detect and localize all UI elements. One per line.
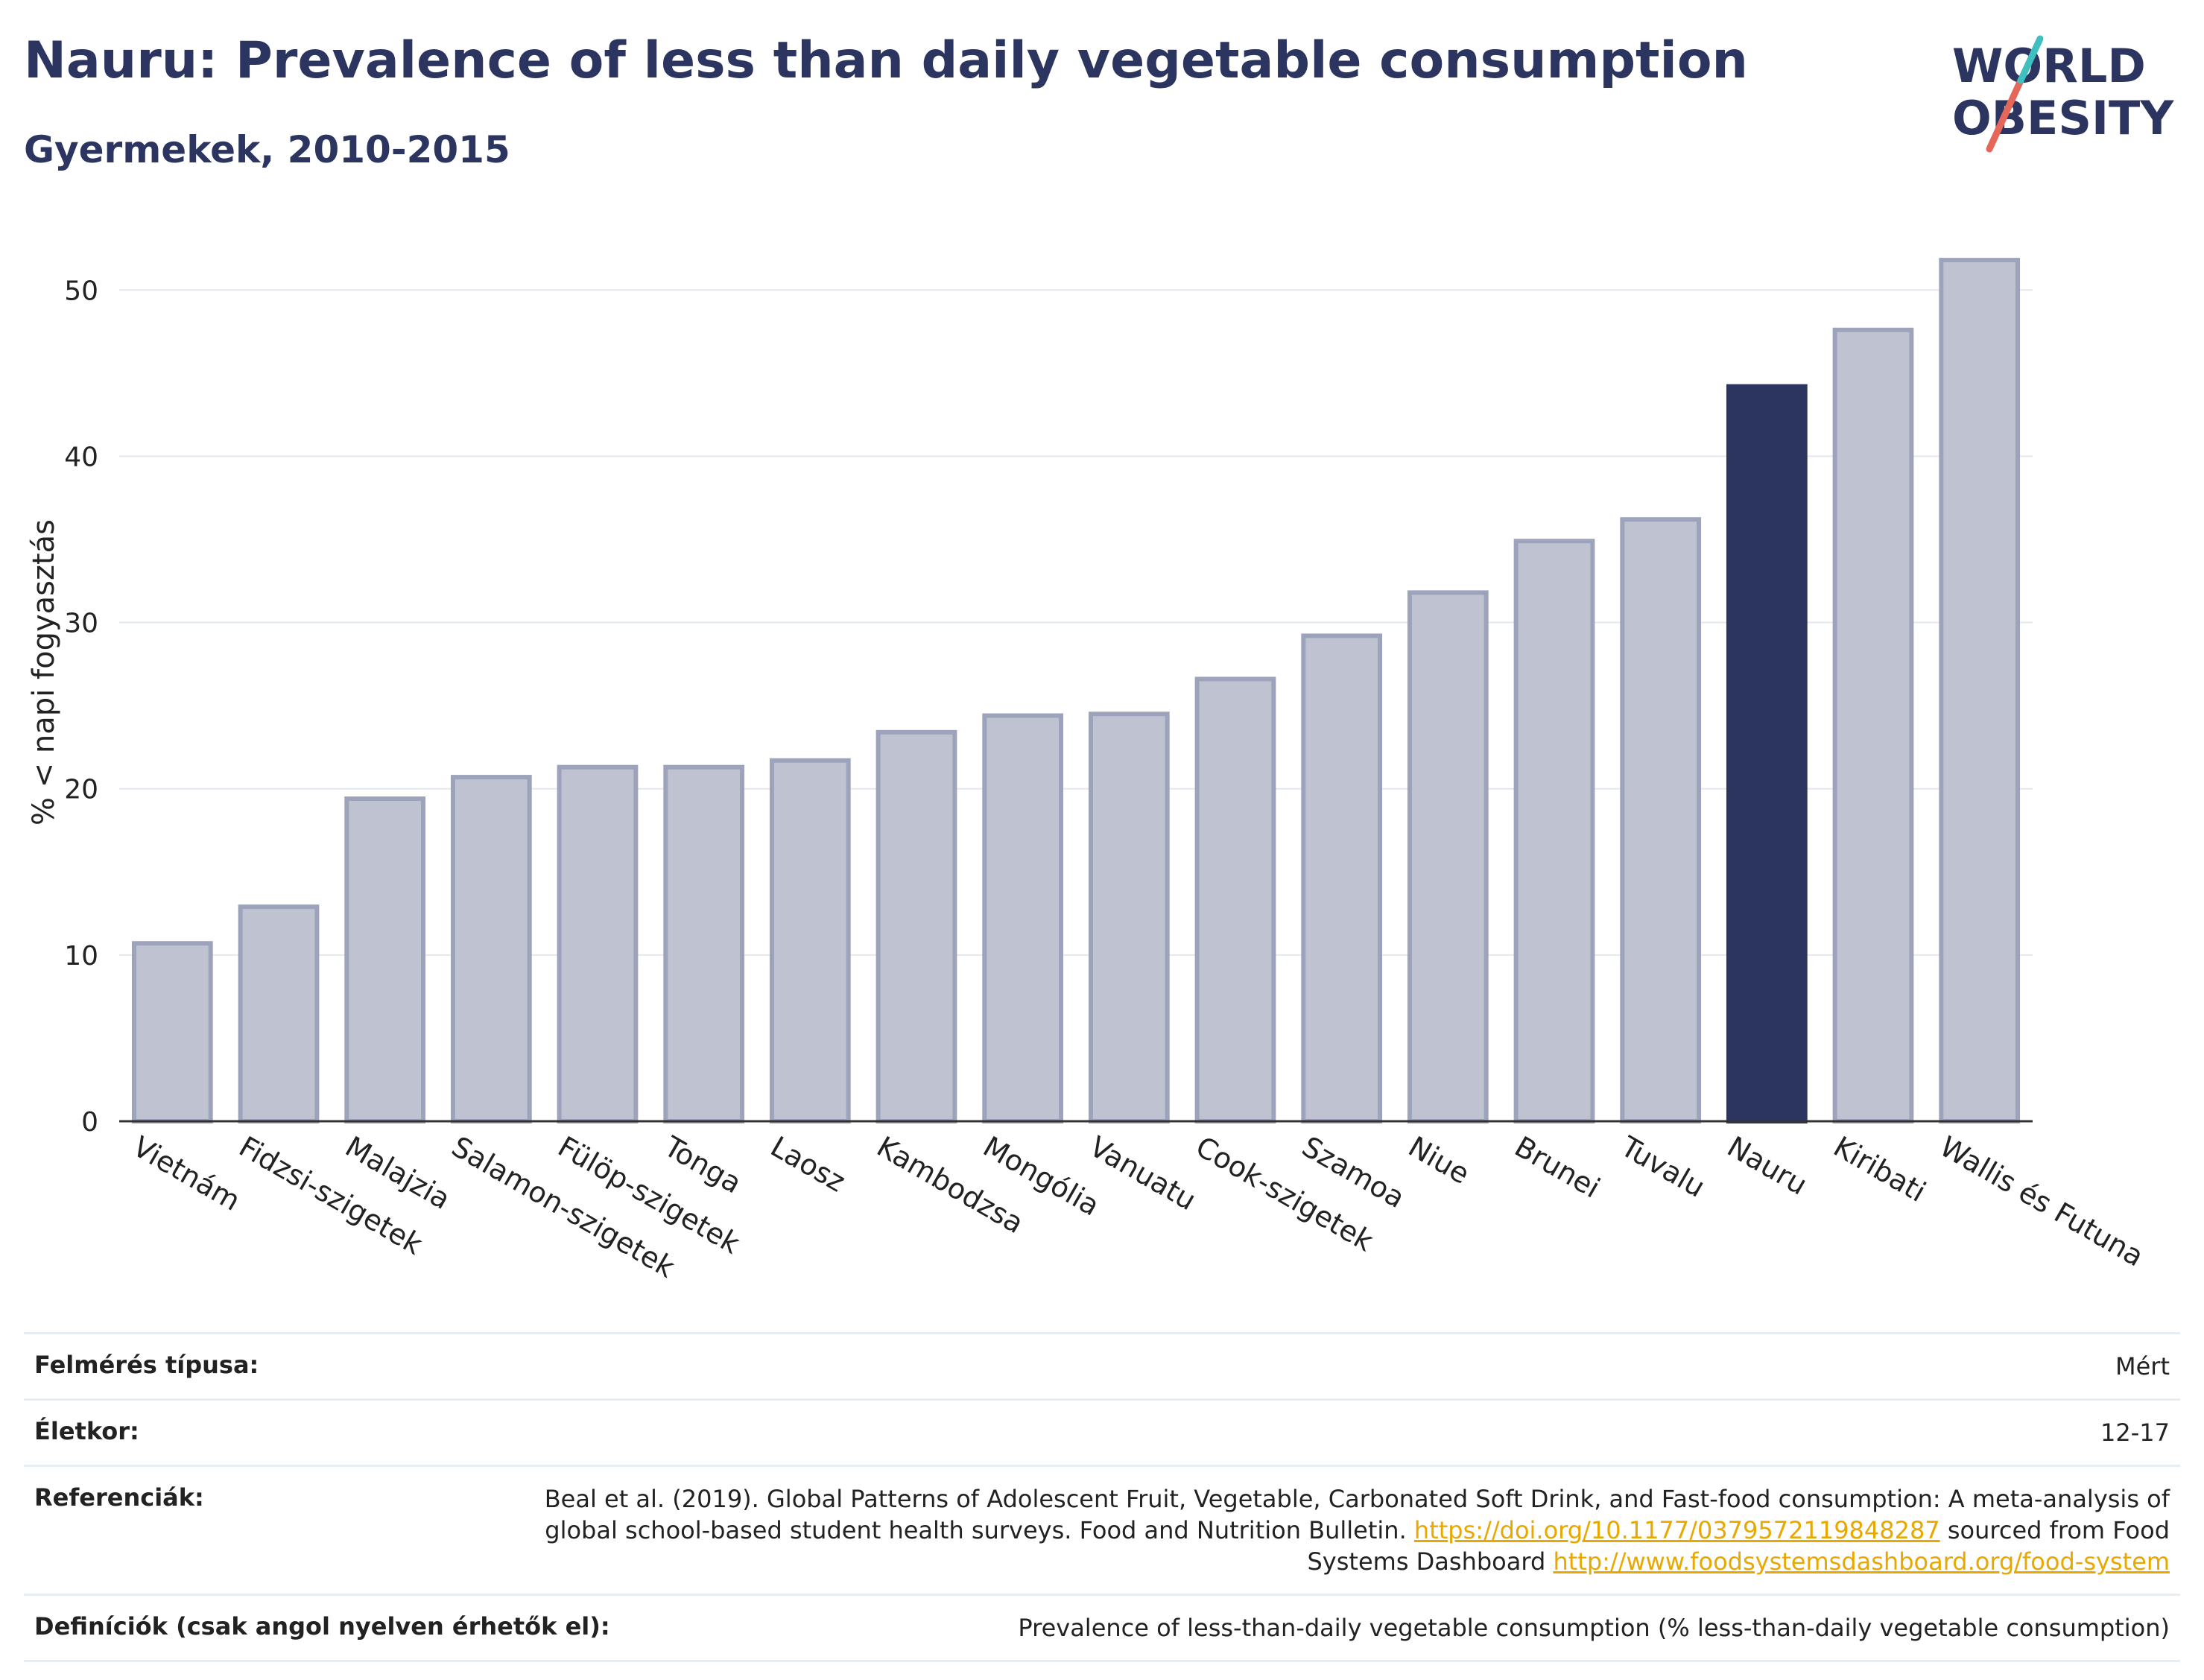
bar-chart: 0 10 20 30 40 50 VietnámFidzsi-szigetekMalajz… bbox=[27, 258, 2150, 1284]
metadata-table: Felmérés típusa: Mért Életkor: 12-17 Ref… bbox=[24, 1332, 2180, 1662]
meta-key: Referenciák: bbox=[34, 1483, 204, 1512]
y-tick-label: 40 bbox=[64, 442, 98, 472]
meta-value: Mért bbox=[2115, 1352, 2170, 1381]
x-tick-label: Laosz bbox=[765, 1130, 851, 1199]
bar-vietnám bbox=[131, 941, 213, 1124]
bar-kiribati bbox=[1832, 327, 1914, 1123]
bar-salamon-szigetek bbox=[450, 775, 532, 1123]
grid-lines bbox=[119, 289, 2033, 956]
meta-row-definitions: Definíciók (csak angol nyelven érhetők e… bbox=[24, 1594, 2180, 1662]
meta-row-survey-type: Felmérés típusa: Mért bbox=[24, 1332, 2180, 1398]
meta-value: 12-17 bbox=[2100, 1419, 2170, 1447]
reference-text: Beal et al. (2019). Global Patterns of A… bbox=[544, 1485, 2170, 1544]
page-subtitle: Gyermekek, 2010-2015 bbox=[24, 128, 510, 171]
y-tick-label: 10 bbox=[64, 941, 98, 971]
doi-link[interactable]: https://doi.org/10.1177/0379572119848287 bbox=[1413, 1516, 1940, 1544]
bar-szamoa bbox=[1301, 633, 1383, 1123]
bar-laosz bbox=[769, 758, 851, 1123]
meta-key: Életkor: bbox=[34, 1417, 139, 1445]
x-labels: VietnámFidzsi-szigetekMalajziaSalamon-sz… bbox=[127, 1129, 2150, 1284]
y-ticks: 0 10 20 30 40 50 bbox=[64, 276, 98, 1138]
x-tick-label: Cook-szigetek bbox=[1191, 1130, 1379, 1258]
reference-text-2: sourced from Food Systems Dashboard bbox=[1307, 1516, 2170, 1576]
meta-value: Prevalence of less-than-daily vegetable … bbox=[1018, 1614, 2170, 1642]
y-tick-label: 30 bbox=[64, 609, 98, 639]
logo-line1: WORLD bbox=[1952, 39, 2146, 93]
bar-nauru bbox=[1726, 384, 1808, 1123]
bar-kambodzsa bbox=[875, 729, 957, 1123]
bar-tuvalu bbox=[1620, 517, 1702, 1124]
bar-fülöp-szigetek bbox=[557, 764, 639, 1123]
bar-tonga bbox=[663, 764, 745, 1123]
x-tick-label: Vanuatu bbox=[1084, 1130, 1202, 1217]
x-tick-label: Vietnám bbox=[127, 1130, 246, 1217]
meta-row-age: Életkor: 12-17 bbox=[24, 1398, 2180, 1465]
dashboard-link[interactable]: http://www.foodsystemsdashboard.org/food… bbox=[1553, 1547, 2170, 1576]
x-tick-label: Fidzsi-szigetek bbox=[234, 1130, 428, 1261]
meta-row-references: Referenciák: Beal et al. (2019). Global … bbox=[24, 1465, 2180, 1594]
bar-cook-szigetek bbox=[1194, 676, 1276, 1123]
y-tick-label: 50 bbox=[64, 276, 98, 306]
bars bbox=[131, 258, 2021, 1124]
meta-key: Felmérés típusa: bbox=[34, 1351, 259, 1379]
x-tick-label: Wallis és Futuna bbox=[1934, 1130, 2149, 1273]
x-tick-label: Nauru bbox=[1722, 1130, 1813, 1202]
bar-vanuatu bbox=[1088, 711, 1170, 1123]
world-obesity-logo: WORLD OBESITY bbox=[1952, 35, 2174, 153]
y-axis-label: % < napi fogyasztás bbox=[27, 519, 61, 825]
meta-value: Beal et al. (2019). Global Patterns of A… bbox=[531, 1483, 2170, 1577]
bar-fidzsi-szigetek bbox=[238, 904, 320, 1124]
x-tick-label: Niue bbox=[1403, 1130, 1475, 1191]
bar-wallis-és-futuna bbox=[1939, 258, 2021, 1123]
meta-key: Definíciók (csak angol nyelven érhetők e… bbox=[34, 1612, 610, 1641]
x-tick-label: Tuvalu bbox=[1615, 1129, 1710, 1204]
logo-line2: OBESITY bbox=[1952, 91, 2174, 145]
y-tick-label: 0 bbox=[81, 1107, 98, 1138]
bar-brunei bbox=[1513, 539, 1595, 1123]
x-tick-label: Brunei bbox=[1510, 1130, 1606, 1205]
bar-mongólia bbox=[982, 713, 1064, 1123]
x-tick-label: Kiribati bbox=[1828, 1130, 1932, 1208]
bar-niue bbox=[1407, 590, 1489, 1123]
bar-malajzia bbox=[344, 796, 426, 1123]
y-tick-label: 20 bbox=[64, 775, 98, 805]
page-title: Nauru: Prevalence of less than daily veg… bbox=[24, 31, 1748, 90]
